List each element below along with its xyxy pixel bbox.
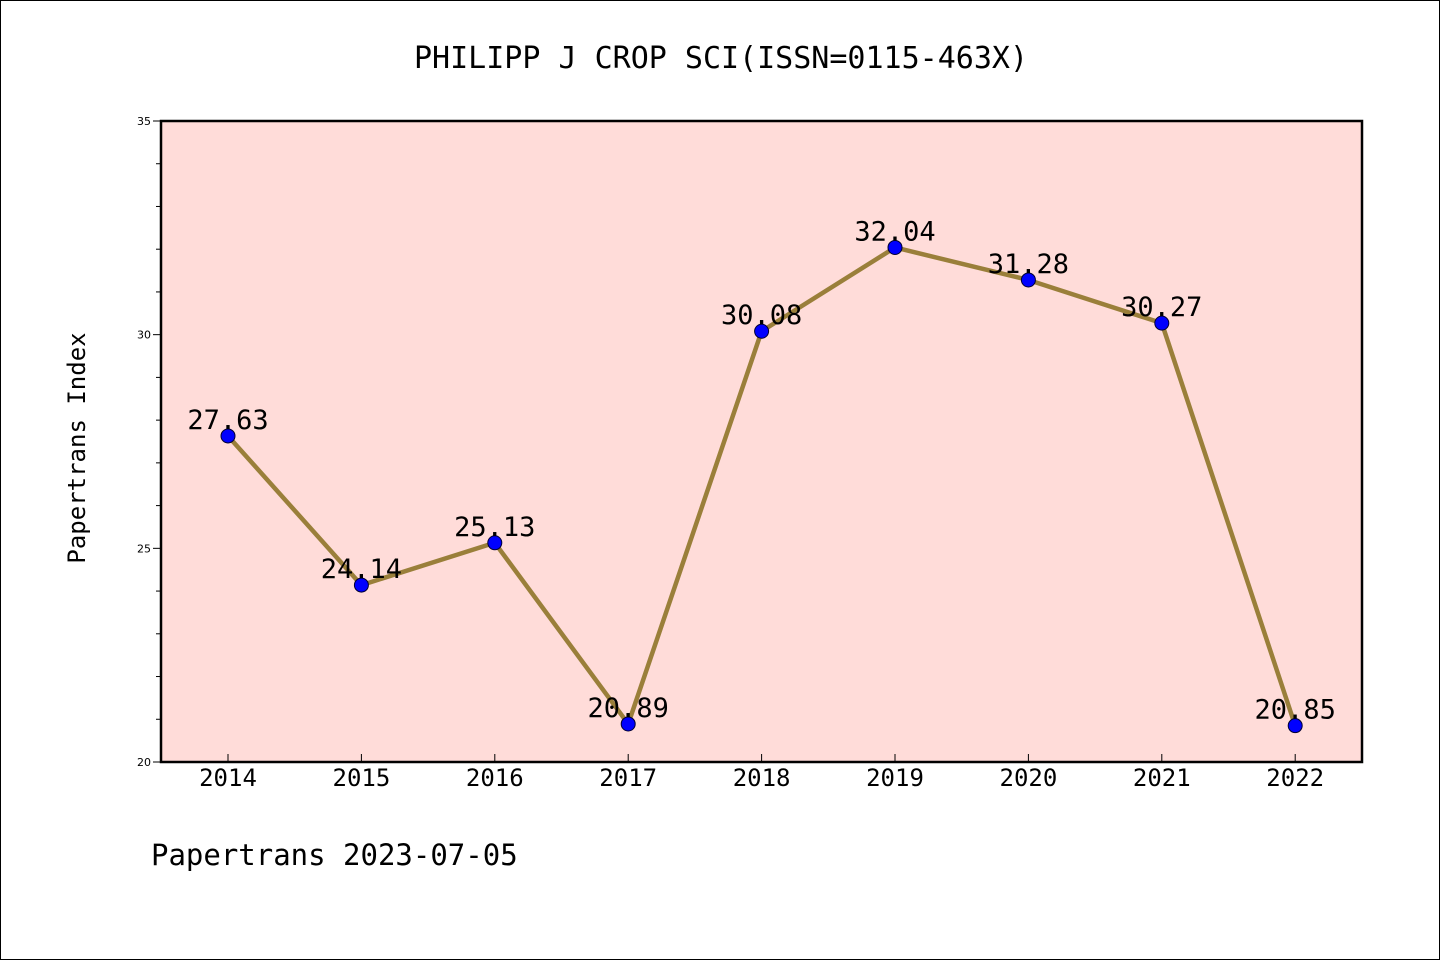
footer-credit: Papertrans 2023-07-05 xyxy=(151,838,518,872)
data-point xyxy=(487,535,503,551)
data-point xyxy=(887,239,903,255)
x-tick-label: 2022 xyxy=(1266,764,1324,792)
data-point xyxy=(353,577,369,593)
y-axis: 20 25 30 35 xyxy=(137,115,161,769)
x-tick-label: 2015 xyxy=(333,764,391,792)
data-label: 24.14 xyxy=(321,554,402,585)
y-tick-label: 35 xyxy=(137,115,151,128)
data-point xyxy=(1020,272,1036,288)
data-point xyxy=(1154,315,1170,331)
data-labels: 27.63 24.14 25.13 20.89 30.08 32.04 31.28 30.27… xyxy=(187,216,1335,725)
data-label: 30.27 xyxy=(1121,292,1202,323)
plot-frame xyxy=(159,119,1364,764)
data-label: 31.28 xyxy=(988,249,1069,280)
x-tick-label: 2019 xyxy=(866,764,924,792)
plot-area xyxy=(161,121,1362,762)
x-tick-label: 2017 xyxy=(599,764,657,792)
data-label: 20.89 xyxy=(588,693,669,724)
x-tick-label: 2020 xyxy=(1000,764,1058,792)
y-axis-label: Papertrans Index xyxy=(63,332,91,563)
data-label: 25.13 xyxy=(454,512,535,543)
x-axis: 2014 2015 2016 2017 2018 2019 2020 2021 2022 xyxy=(199,754,1324,792)
x-tick-label: 2014 xyxy=(199,764,257,792)
data-point xyxy=(754,323,770,339)
data-point xyxy=(1287,718,1303,734)
x-tick-label: 2021 xyxy=(1133,764,1191,792)
y-tick-label: 30 xyxy=(137,329,151,342)
chart-title: PHILIPP J CROP SCI(ISSN=0115-463X) xyxy=(414,41,1028,76)
x-tick-label: 2016 xyxy=(466,764,524,792)
data-label: 27.63 xyxy=(187,405,268,436)
data-label: 32.04 xyxy=(854,216,935,247)
data-point xyxy=(620,716,636,732)
y-tick-label: 20 xyxy=(137,756,151,769)
x-tick-label: 2018 xyxy=(733,764,791,792)
data-label: 30.08 xyxy=(721,300,802,331)
y-tick-label: 25 xyxy=(137,542,151,555)
data-point xyxy=(220,428,236,444)
data-points xyxy=(220,239,1303,734)
data-label: 20.85 xyxy=(1255,695,1336,726)
